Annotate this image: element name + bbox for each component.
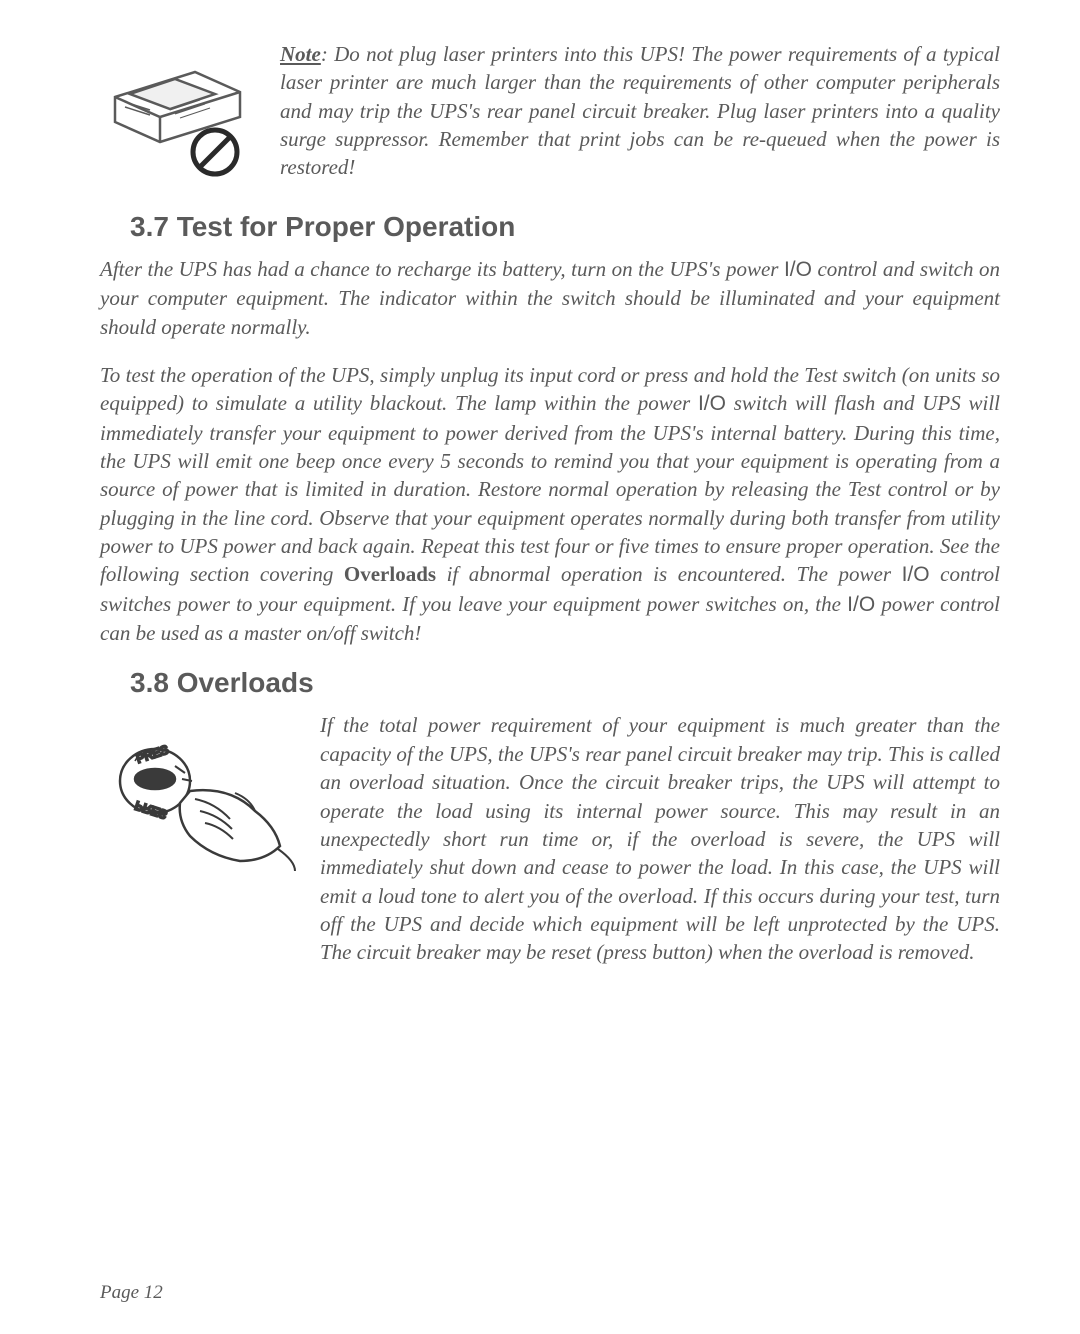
note-label: Note <box>280 42 321 66</box>
note-body: : Do not plug laser printers into this U… <box>280 42 1000 179</box>
io-symbol: I/O <box>902 563 930 586</box>
press-button-icon: PRES PRES <box>100 711 320 906</box>
page-footer: Page 12 <box>100 1282 163 1304</box>
note-section: Note: Do not plug laser printers into th… <box>100 40 1000 187</box>
overloads-word: Overloads <box>344 562 436 586</box>
section-37-heading: 3.7 Test for Proper Operation <box>130 211 1000 243</box>
io-symbol: I/O <box>698 392 726 415</box>
section-37-para2: To test the operation of the UPS, simply… <box>100 361 1000 647</box>
io-symbol: I/O <box>847 593 875 616</box>
section-38-heading: 3.8 Overloads <box>130 667 1000 699</box>
printer-no-icon <box>100 40 280 187</box>
section-38-text: If the total power requirement of your e… <box>320 711 1000 966</box>
note-text: Note: Do not plug laser printers into th… <box>280 40 1000 182</box>
overload-section: PRES PRES If the total power requirement… <box>100 711 1000 966</box>
io-symbol: I/O <box>784 258 812 281</box>
section-37-para1: After the UPS has had a chance to rechar… <box>100 255 1000 341</box>
